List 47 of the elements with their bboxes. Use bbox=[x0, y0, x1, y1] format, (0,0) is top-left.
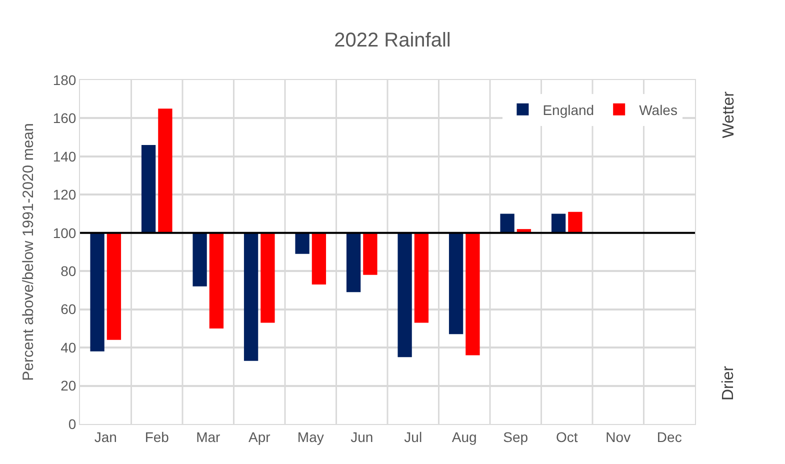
y-tick-label: 0 bbox=[68, 416, 76, 432]
y-tick-label: 80 bbox=[60, 263, 76, 280]
x-tick-label: Jul bbox=[404, 428, 422, 445]
bar bbox=[90, 232, 104, 352]
y-tick-label: 120 bbox=[52, 186, 76, 203]
bar bbox=[295, 232, 310, 254]
bar bbox=[158, 108, 172, 233]
x-tick-label: May bbox=[297, 428, 324, 445]
bar bbox=[363, 232, 378, 275]
y-tick-label: 60 bbox=[60, 301, 76, 318]
x-tick-label: Nov bbox=[606, 428, 631, 445]
x-tick-label: Feb bbox=[144, 428, 170, 445]
legend-label: England bbox=[542, 102, 594, 118]
bar bbox=[346, 232, 361, 292]
x-tick-label: Oct bbox=[556, 428, 578, 445]
x-tick-label: Sep bbox=[503, 428, 528, 445]
bar bbox=[414, 232, 429, 323]
x-tick-label: Mar bbox=[196, 428, 221, 445]
bar bbox=[106, 232, 122, 340]
bar bbox=[209, 232, 224, 328]
y-tick-label: 20 bbox=[60, 378, 76, 394]
x-tick-label: Aug bbox=[452, 428, 477, 445]
x-tick-label: Jan bbox=[94, 428, 117, 445]
text: Wetter bbox=[720, 90, 738, 138]
y-tick-label: 160 bbox=[52, 110, 76, 126]
y-tick-label: 140 bbox=[52, 148, 76, 164]
x-tick-label: Apr bbox=[248, 428, 271, 445]
bar bbox=[466, 232, 480, 356]
bar bbox=[244, 232, 258, 361]
y-tick-label: 40 bbox=[60, 339, 76, 356]
y-tick-label: 100 bbox=[52, 224, 76, 241]
x-tick-label: Dec bbox=[656, 428, 682, 445]
bar bbox=[500, 214, 514, 233]
bar bbox=[568, 212, 582, 233]
bar bbox=[398, 232, 412, 358]
bar bbox=[260, 232, 275, 323]
y-tick-label: 180 bbox=[52, 72, 76, 88]
bar bbox=[312, 232, 326, 284]
legend-label: Wales bbox=[639, 102, 678, 118]
x-tick-label: Jun bbox=[350, 428, 374, 445]
bar bbox=[448, 232, 464, 334]
bar bbox=[192, 232, 207, 286]
chart-title: 2022 Rainfall bbox=[334, 29, 451, 52]
bar bbox=[141, 144, 156, 233]
text: Drier bbox=[720, 365, 738, 401]
bar bbox=[551, 214, 566, 233]
y-axis-title: Percent above/below 1991-2020 mean bbox=[20, 123, 38, 381]
